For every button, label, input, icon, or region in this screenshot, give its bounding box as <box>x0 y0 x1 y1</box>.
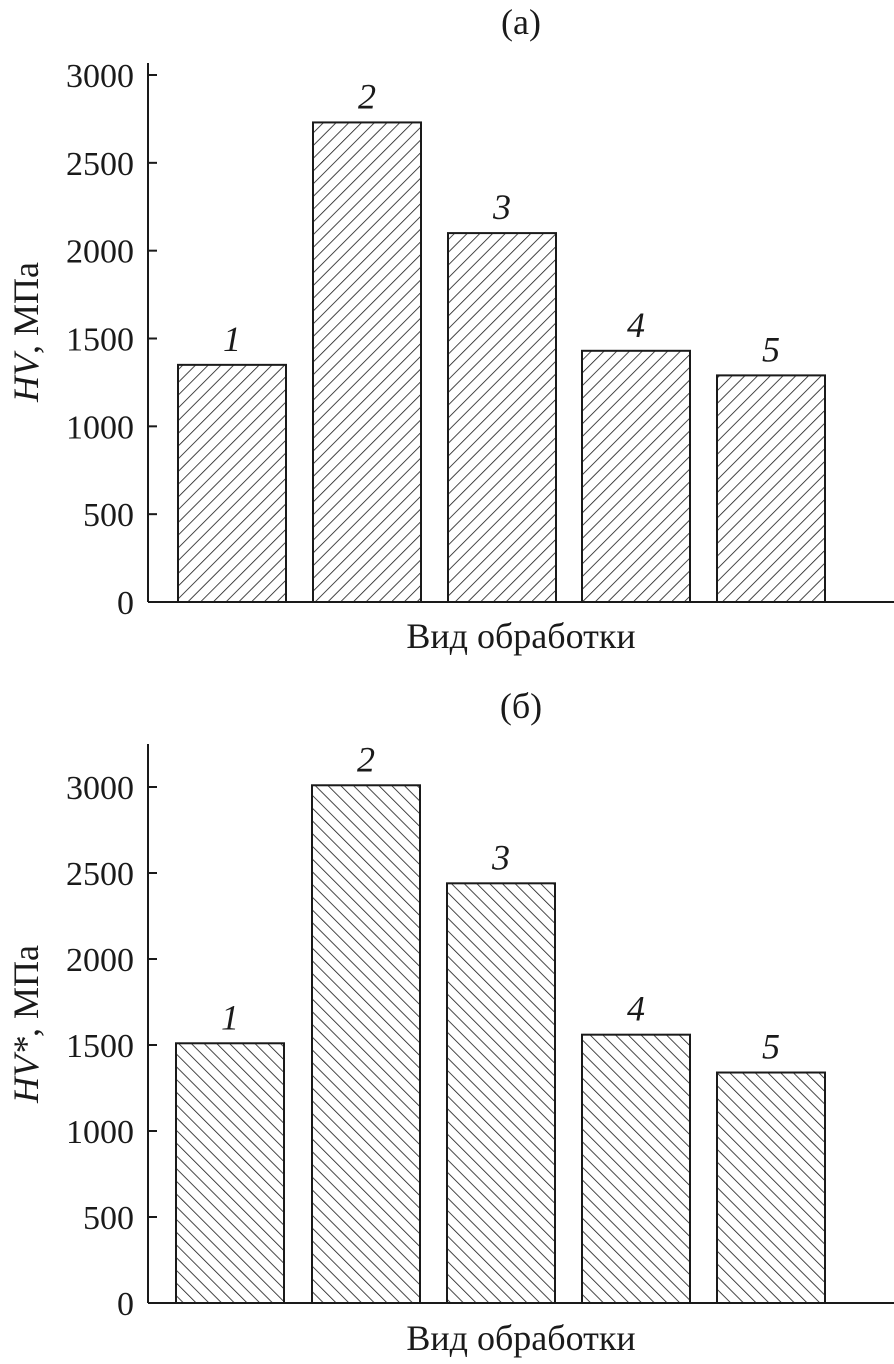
bar-label-5: 5 <box>762 1027 780 1067</box>
y-tick-label: 2500 <box>66 146 134 183</box>
bar-label-3: 3 <box>491 837 510 877</box>
bar-4 <box>581 1033 691 1305</box>
bar-label-4: 4 <box>627 989 645 1029</box>
y-axis-ticks: 0 500 1000 1500 2000 2500 3000 <box>66 58 157 622</box>
y-axis-ticks: 0 500 1000 1500 2000 2500 3000 <box>66 770 157 1323</box>
panel-label: (a) <box>501 2 541 42</box>
y-tick-label: 0 <box>117 585 134 622</box>
y-tick-label: 1500 <box>66 322 134 359</box>
bar-label-3: 3 <box>492 187 511 227</box>
y-tick-label: 2000 <box>66 942 134 979</box>
bars: 1 2 3 4 5 <box>175 739 826 1305</box>
bar-1 <box>175 1042 285 1305</box>
x-axis-label: Вид обработки <box>406 1318 635 1358</box>
bar-5 <box>716 1071 826 1305</box>
bar-2 <box>312 121 422 604</box>
bar-label-4: 4 <box>627 305 645 345</box>
bars: 1 2 3 4 5 <box>177 76 826 604</box>
bar-label-2: 2 <box>357 739 375 779</box>
bar-3 <box>447 232 557 603</box>
bar-label-1: 1 <box>221 997 239 1037</box>
y-tick-label: 3000 <box>66 58 134 95</box>
y-tick-label: 0 <box>117 1286 134 1323</box>
y-tick-label: 1500 <box>66 1028 134 1065</box>
y-tick-label: 500 <box>83 1200 134 1237</box>
y-tick-label: 1000 <box>66 1114 134 1151</box>
bar-2 <box>311 784 421 1304</box>
bar-5 <box>716 374 826 604</box>
bar-4 <box>581 349 691 603</box>
bar-1 <box>177 363 287 603</box>
bar-label-1: 1 <box>223 319 241 359</box>
y-tick-label: 500 <box>83 497 134 534</box>
y-tick-label: 2000 <box>66 234 134 271</box>
x-axis-label: Вид обработки <box>406 616 635 656</box>
chart-panel-a: (a) 0 500 1000 1500 2000 2500 3000 1 2 3 4 5 HV, М… <box>6 2 894 656</box>
chart-panel-b: (б) 0 500 1000 1500 2000 2500 3000 1 2 3 4 5 HV*, … <box>6 686 894 1358</box>
y-tick-label: 3000 <box>66 770 134 807</box>
y-tick-label: 1000 <box>66 409 134 446</box>
bar-3 <box>446 882 556 1304</box>
y-axis-label: HV, МПа <box>6 262 46 403</box>
panel-label: (б) <box>500 686 542 726</box>
y-axis-label: HV*, МПа <box>6 945 46 1104</box>
bar-label-5: 5 <box>762 329 780 369</box>
y-tick-label: 2500 <box>66 856 134 893</box>
bar-label-2: 2 <box>358 76 376 116</box>
